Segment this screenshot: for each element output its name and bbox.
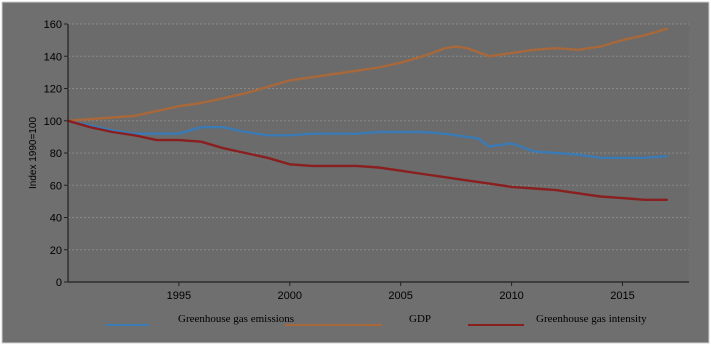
y-tick-label: 140 [44,51,62,63]
y-axis-label: Index 1990=100 [28,117,39,189]
y-tick-label: 100 [44,116,62,128]
x-tick-label: 2000 [278,290,302,302]
y-tick-label: 40 [50,213,62,225]
x-tick-label: 2010 [499,290,523,302]
axes [67,24,689,283]
x-tick-label: 2015 [610,290,634,302]
series-line [66,119,668,202]
x-tick-label: 1995 [167,290,191,302]
legend-label: Greenhouse gas emissions [178,313,294,325]
series-line [66,119,668,160]
y-tick-label: 0 [56,277,62,289]
y-tick-label: 80 [50,148,62,160]
x-tick-labels: 1995 2000 2005 2010 2015 [167,290,635,302]
y-tick-labels: 0 20 40 60 80 100 120 140 160 [44,19,62,289]
legend: Greenhouse gas emissions GDP Greenhouse ga… [106,313,647,326]
series-lines [66,27,668,202]
y-tick-label: 120 [44,84,62,96]
y-tick-label: 160 [44,19,62,31]
x-tick-label: 2005 [388,290,412,302]
y-tick-label: 60 [50,180,62,192]
gridlines [64,23,689,286]
legend-label: Greenhouse gas intensity [536,313,647,325]
series-line [66,27,668,123]
legend-label: GDP [409,313,431,325]
y-tick-label: 20 [50,245,62,257]
